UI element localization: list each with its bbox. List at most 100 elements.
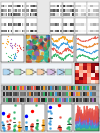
Point [18,129,20,131]
Bar [67,30,70,32]
Point [14,57,15,59]
Point [3,42,4,44]
Bar [84,13,86,16]
Point [4,46,5,48]
Bar [3,30,4,32]
Point [11,46,13,48]
Bar [53,5,55,7]
Bar [81,13,84,16]
Point [10,57,12,59]
Bar [96,5,99,7]
Bar [78,98,80,102]
Bar [20,23,21,26]
Bar [64,92,66,96]
Bar [8,86,10,90]
Bar [35,9,37,12]
Point [14,57,16,59]
Point [60,128,61,130]
Bar [50,30,53,32]
Bar [85,92,87,96]
Bar [31,98,33,102]
Bar [67,23,70,26]
Bar [48,98,50,102]
Bar [63,23,65,26]
Bar [13,13,15,16]
Bar [14,70,21,75]
Bar [52,86,54,90]
Bar [24,92,26,96]
Bar [70,5,72,7]
Point [31,125,33,127]
Point [13,44,14,46]
Bar [59,86,61,90]
Point [68,127,70,130]
Point [14,124,15,126]
Bar [88,9,90,12]
Bar [4,5,6,7]
Bar [73,98,75,102]
Point [11,59,13,61]
Point [18,125,19,127]
Bar [81,9,84,12]
Point [17,49,19,51]
Bar [17,5,18,7]
Bar [15,9,16,12]
Point [4,128,5,131]
Bar [88,13,90,16]
Bar [65,5,67,7]
Bar [6,23,7,26]
Point [25,128,27,130]
Point [20,127,21,129]
Bar [35,13,37,16]
Bar [26,13,28,16]
Point [59,116,61,118]
Point [9,119,10,121]
Point [7,120,8,122]
Bar [31,86,33,90]
Point [15,55,16,57]
Bar [90,86,92,90]
Bar [93,30,96,32]
Bar [80,92,82,96]
Bar [50,5,53,7]
Bar [8,5,9,7]
Point [8,115,9,117]
Bar [73,92,75,96]
Point [18,128,19,131]
Bar [43,92,45,96]
Point [59,104,60,106]
Bar [20,5,21,7]
Bar [75,9,78,12]
Bar [92,98,94,102]
Bar [41,86,43,90]
Point [37,123,38,125]
Point [25,126,27,128]
Bar [11,5,12,7]
Bar [17,9,18,12]
Bar [75,23,78,26]
Bar [17,86,19,90]
Bar [92,92,94,96]
Bar [50,13,53,16]
Bar [22,30,23,32]
Bar [13,86,15,90]
Bar [23,5,25,7]
Bar [67,5,70,7]
Bar [57,86,59,90]
Bar [6,13,7,16]
Point [15,45,16,47]
Bar [48,92,50,96]
Bar [9,13,11,16]
Point [11,47,12,49]
Bar [50,23,53,26]
Bar [55,23,57,26]
Bar [83,86,85,90]
Bar [3,98,5,102]
Bar [35,30,37,32]
Bar [50,9,53,12]
Point [19,127,20,129]
Bar [15,98,17,102]
Bar [27,92,29,96]
Bar [57,98,59,102]
Point [16,51,18,53]
